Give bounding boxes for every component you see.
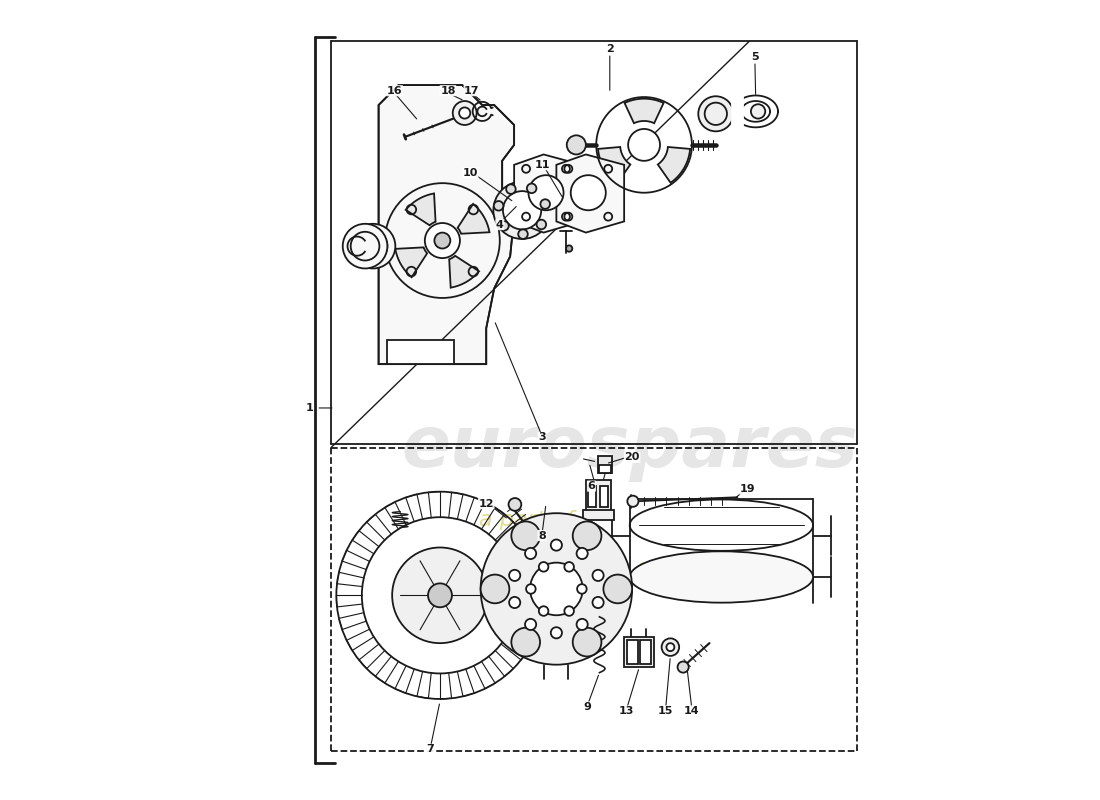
Circle shape (571, 175, 606, 210)
Polygon shape (406, 194, 436, 226)
Circle shape (494, 201, 504, 210)
Circle shape (678, 662, 689, 673)
Text: 18: 18 (440, 86, 455, 96)
Circle shape (537, 220, 546, 230)
Text: since 1985: since 1985 (547, 561, 713, 590)
Circle shape (518, 230, 528, 239)
Circle shape (481, 514, 632, 665)
Bar (598, 465, 612, 473)
Text: 8: 8 (538, 530, 546, 541)
Circle shape (604, 574, 632, 603)
Circle shape (425, 223, 460, 258)
Text: 11: 11 (535, 160, 550, 170)
Circle shape (573, 628, 602, 657)
Bar (732, 94, 742, 129)
Circle shape (661, 638, 679, 656)
Circle shape (434, 233, 450, 249)
Circle shape (667, 643, 674, 651)
Circle shape (499, 221, 509, 230)
Circle shape (566, 135, 586, 154)
Circle shape (343, 224, 387, 269)
Text: 1: 1 (306, 403, 313, 413)
Polygon shape (557, 154, 624, 233)
Text: 19: 19 (740, 484, 756, 494)
Polygon shape (658, 147, 690, 182)
Text: 6: 6 (587, 481, 595, 491)
Circle shape (551, 539, 562, 550)
Polygon shape (625, 98, 663, 123)
Circle shape (528, 175, 563, 210)
Circle shape (551, 627, 562, 638)
Circle shape (573, 522, 602, 550)
Text: 16: 16 (387, 86, 403, 96)
Circle shape (459, 107, 471, 118)
Circle shape (509, 597, 520, 608)
Polygon shape (395, 247, 427, 277)
Circle shape (506, 184, 516, 194)
Ellipse shape (629, 551, 813, 602)
Polygon shape (449, 256, 478, 288)
Circle shape (385, 183, 499, 298)
Circle shape (428, 583, 452, 607)
Circle shape (509, 570, 520, 581)
Circle shape (512, 628, 540, 657)
Circle shape (453, 101, 476, 125)
Circle shape (576, 619, 587, 630)
Circle shape (494, 182, 551, 239)
Bar (586, 480, 612, 514)
Polygon shape (378, 85, 514, 364)
Circle shape (527, 183, 537, 193)
Text: a part of: a part of (478, 510, 573, 530)
Text: 4: 4 (496, 220, 504, 230)
Circle shape (698, 96, 734, 131)
Circle shape (564, 606, 574, 616)
Polygon shape (598, 147, 630, 182)
Polygon shape (458, 204, 490, 234)
Circle shape (593, 597, 604, 608)
Circle shape (351, 224, 395, 269)
Polygon shape (514, 154, 582, 233)
Circle shape (593, 570, 604, 581)
Bar (597, 456, 613, 474)
Circle shape (503, 191, 541, 230)
Text: 17: 17 (464, 86, 480, 96)
Circle shape (481, 574, 509, 603)
Circle shape (525, 548, 536, 559)
Circle shape (565, 246, 572, 252)
Text: 2: 2 (606, 44, 614, 54)
Circle shape (393, 547, 487, 643)
Circle shape (539, 606, 549, 616)
Bar (627, 640, 638, 664)
Circle shape (526, 584, 536, 594)
Circle shape (564, 562, 574, 572)
Circle shape (540, 199, 550, 209)
Circle shape (576, 548, 587, 559)
Text: 13: 13 (619, 706, 635, 716)
Circle shape (512, 522, 540, 550)
Text: 20: 20 (625, 452, 640, 462)
Text: 14: 14 (684, 706, 700, 716)
Circle shape (530, 562, 583, 615)
Text: 12: 12 (478, 498, 494, 509)
Text: 3: 3 (538, 433, 546, 442)
Circle shape (628, 129, 660, 161)
Text: 5: 5 (751, 52, 759, 62)
Text: 15: 15 (658, 706, 673, 716)
Bar (640, 640, 651, 664)
Bar (583, 510, 614, 519)
Bar (624, 637, 654, 667)
Text: 10: 10 (463, 168, 478, 178)
Circle shape (525, 619, 536, 630)
Bar (588, 486, 596, 507)
Text: 7: 7 (427, 744, 434, 754)
Circle shape (539, 562, 549, 572)
Circle shape (627, 496, 638, 507)
Bar (601, 486, 608, 507)
Text: 9: 9 (583, 702, 592, 712)
Circle shape (751, 104, 766, 118)
Circle shape (578, 584, 586, 594)
Text: eurospares: eurospares (402, 414, 858, 482)
Circle shape (508, 498, 521, 511)
Polygon shape (386, 340, 454, 364)
